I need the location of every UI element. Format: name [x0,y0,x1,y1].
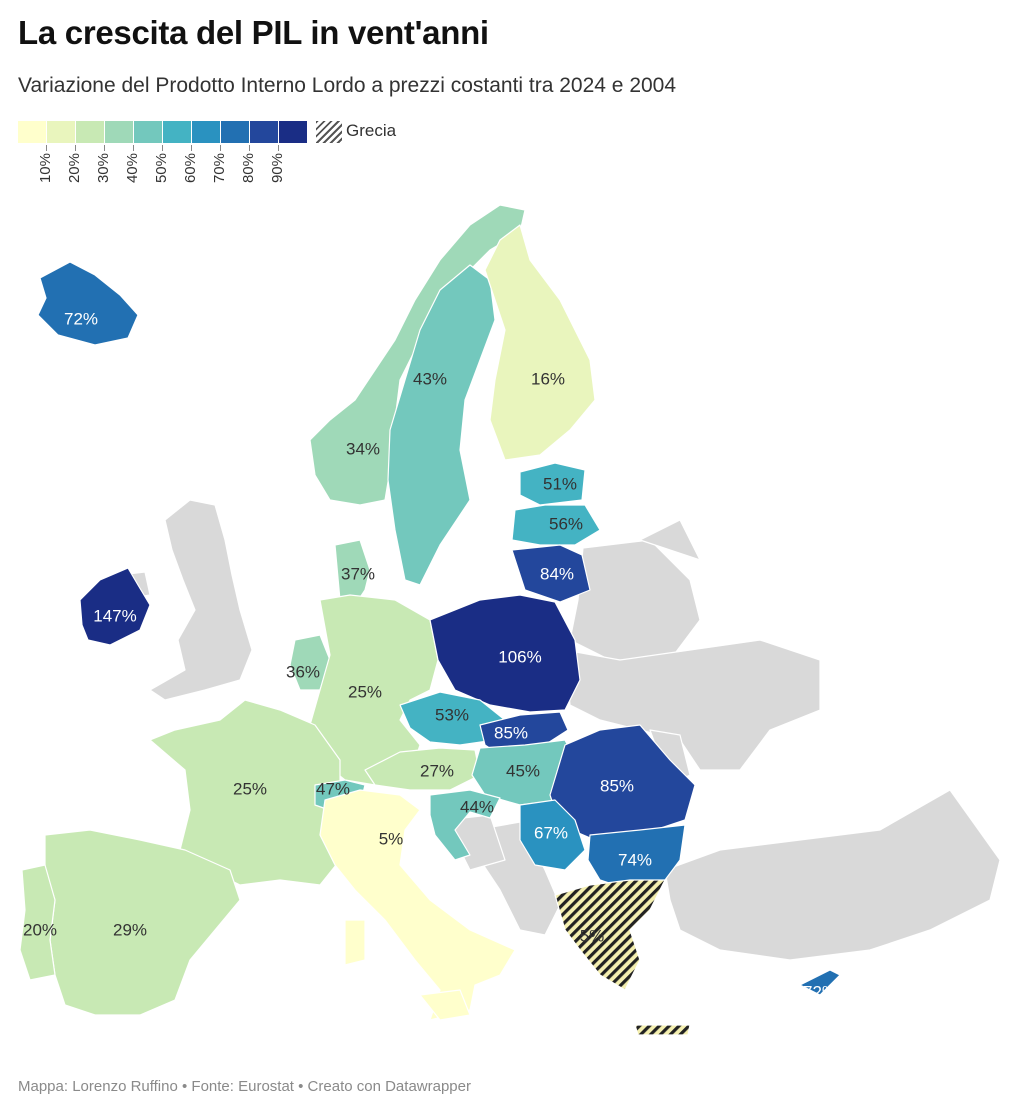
country-shape-poland [429,594,581,713]
country-shape-ireland [79,567,151,646]
legend-tick-mark [75,145,76,151]
country-shape-nodata [664,789,1001,961]
country-value-label: 51% [543,474,577,493]
country-value-label: 27% [420,761,454,780]
legend-tick-mark [133,145,134,151]
country-value-label: 85% [600,776,634,795]
source-footer: Mappa: Lorenzo Ruffino • Fonte: Eurostat… [18,1078,471,1095]
legend-tick-mark [191,145,192,151]
country-value-label: 43% [413,369,447,388]
country-shape-finland [484,224,596,461]
legend-tick-mark [46,145,47,151]
legend-ticks: 10% 20% 30% 40% 50% 60% 70% 80% 90% [18,145,318,215]
legend-swatch-2 [76,121,104,143]
country-shape-france [149,699,341,886]
country-shape-norway [309,204,526,506]
legend-tick-mark [162,145,163,151]
country-value-label: 44% [460,797,494,816]
hatch-swatch [316,121,342,143]
country-shape-slovenia-croatia [429,789,501,861]
country-shape-serbia [519,799,586,871]
country-shape-italy [419,989,471,1021]
legend-swatch-5 [163,121,191,143]
country-value-label: 85% [494,723,528,742]
country-value-label: 72% [803,982,837,1001]
country-value-label: 72% [64,309,98,328]
map-title: La crescita del PIL in vent'anni [18,14,489,51]
country-value-label: 20% [23,920,57,939]
country-shape-nodata [149,499,253,701]
country-shape-greece [554,879,666,991]
country-value-label: 37% [341,564,375,583]
legend-swatch-6 [192,121,220,143]
map-subtitle: Variazione del Prodotto Interno Lordo a … [18,74,677,97]
legend-tick-mark [220,145,221,151]
country-shape-latvia [511,504,601,546]
country-shape-portugal [19,864,56,981]
legend-swatch-4 [134,121,162,143]
hatch-label: Grecia [346,121,397,140]
country-value-label: 5% [379,829,404,848]
legend-swatch-9 [279,121,307,143]
country-shape-sweden [387,264,496,586]
legend-swatch-1 [47,121,75,143]
legend-tick-mark [278,145,279,151]
country-value-label: 56% [549,514,583,533]
country-value-label: 25% [348,682,382,701]
legend-swatches [18,121,308,143]
country-shape-cyprus [799,969,841,996]
country-shape-estonia [519,462,586,506]
country-value-label: 67% [534,823,568,842]
country-value-label: 74% [618,850,652,869]
country-value-label: 5% [580,926,605,945]
legend-swatch-7 [221,121,249,143]
country-shape-nodata [639,519,701,561]
country-value-label: 147% [93,606,136,625]
country-shape-germany [309,594,439,786]
country-value-label: 47% [316,779,350,798]
country-value-label: 36% [286,662,320,681]
country-value-label: 16% [531,369,565,388]
country-value-label: 45% [506,761,540,780]
country-shape-nodata [564,639,821,771]
country-shape-lithuania [511,544,591,603]
country-shape-italy [344,919,366,966]
legend-tick-mark [249,145,250,151]
country-shape-greece [634,1024,691,1036]
country-shape-slovakia [479,711,569,756]
country-value-label: 84% [540,564,574,583]
country-shape-italy [319,789,516,1021]
country-value-label: 106% [498,647,541,666]
legend-tick-mark [104,145,105,151]
legend-swatch-8 [250,121,278,143]
country-value-label: 53% [435,705,469,724]
legend-swatch-3 [105,121,133,143]
country-shape-nodata [569,539,701,661]
country-shape-iceland [37,261,139,346]
legend-swatch-0 [18,121,46,143]
country-value-label: 34% [346,439,380,458]
country-value-label: 25% [233,779,267,798]
country-value-label: 29% [113,920,147,939]
